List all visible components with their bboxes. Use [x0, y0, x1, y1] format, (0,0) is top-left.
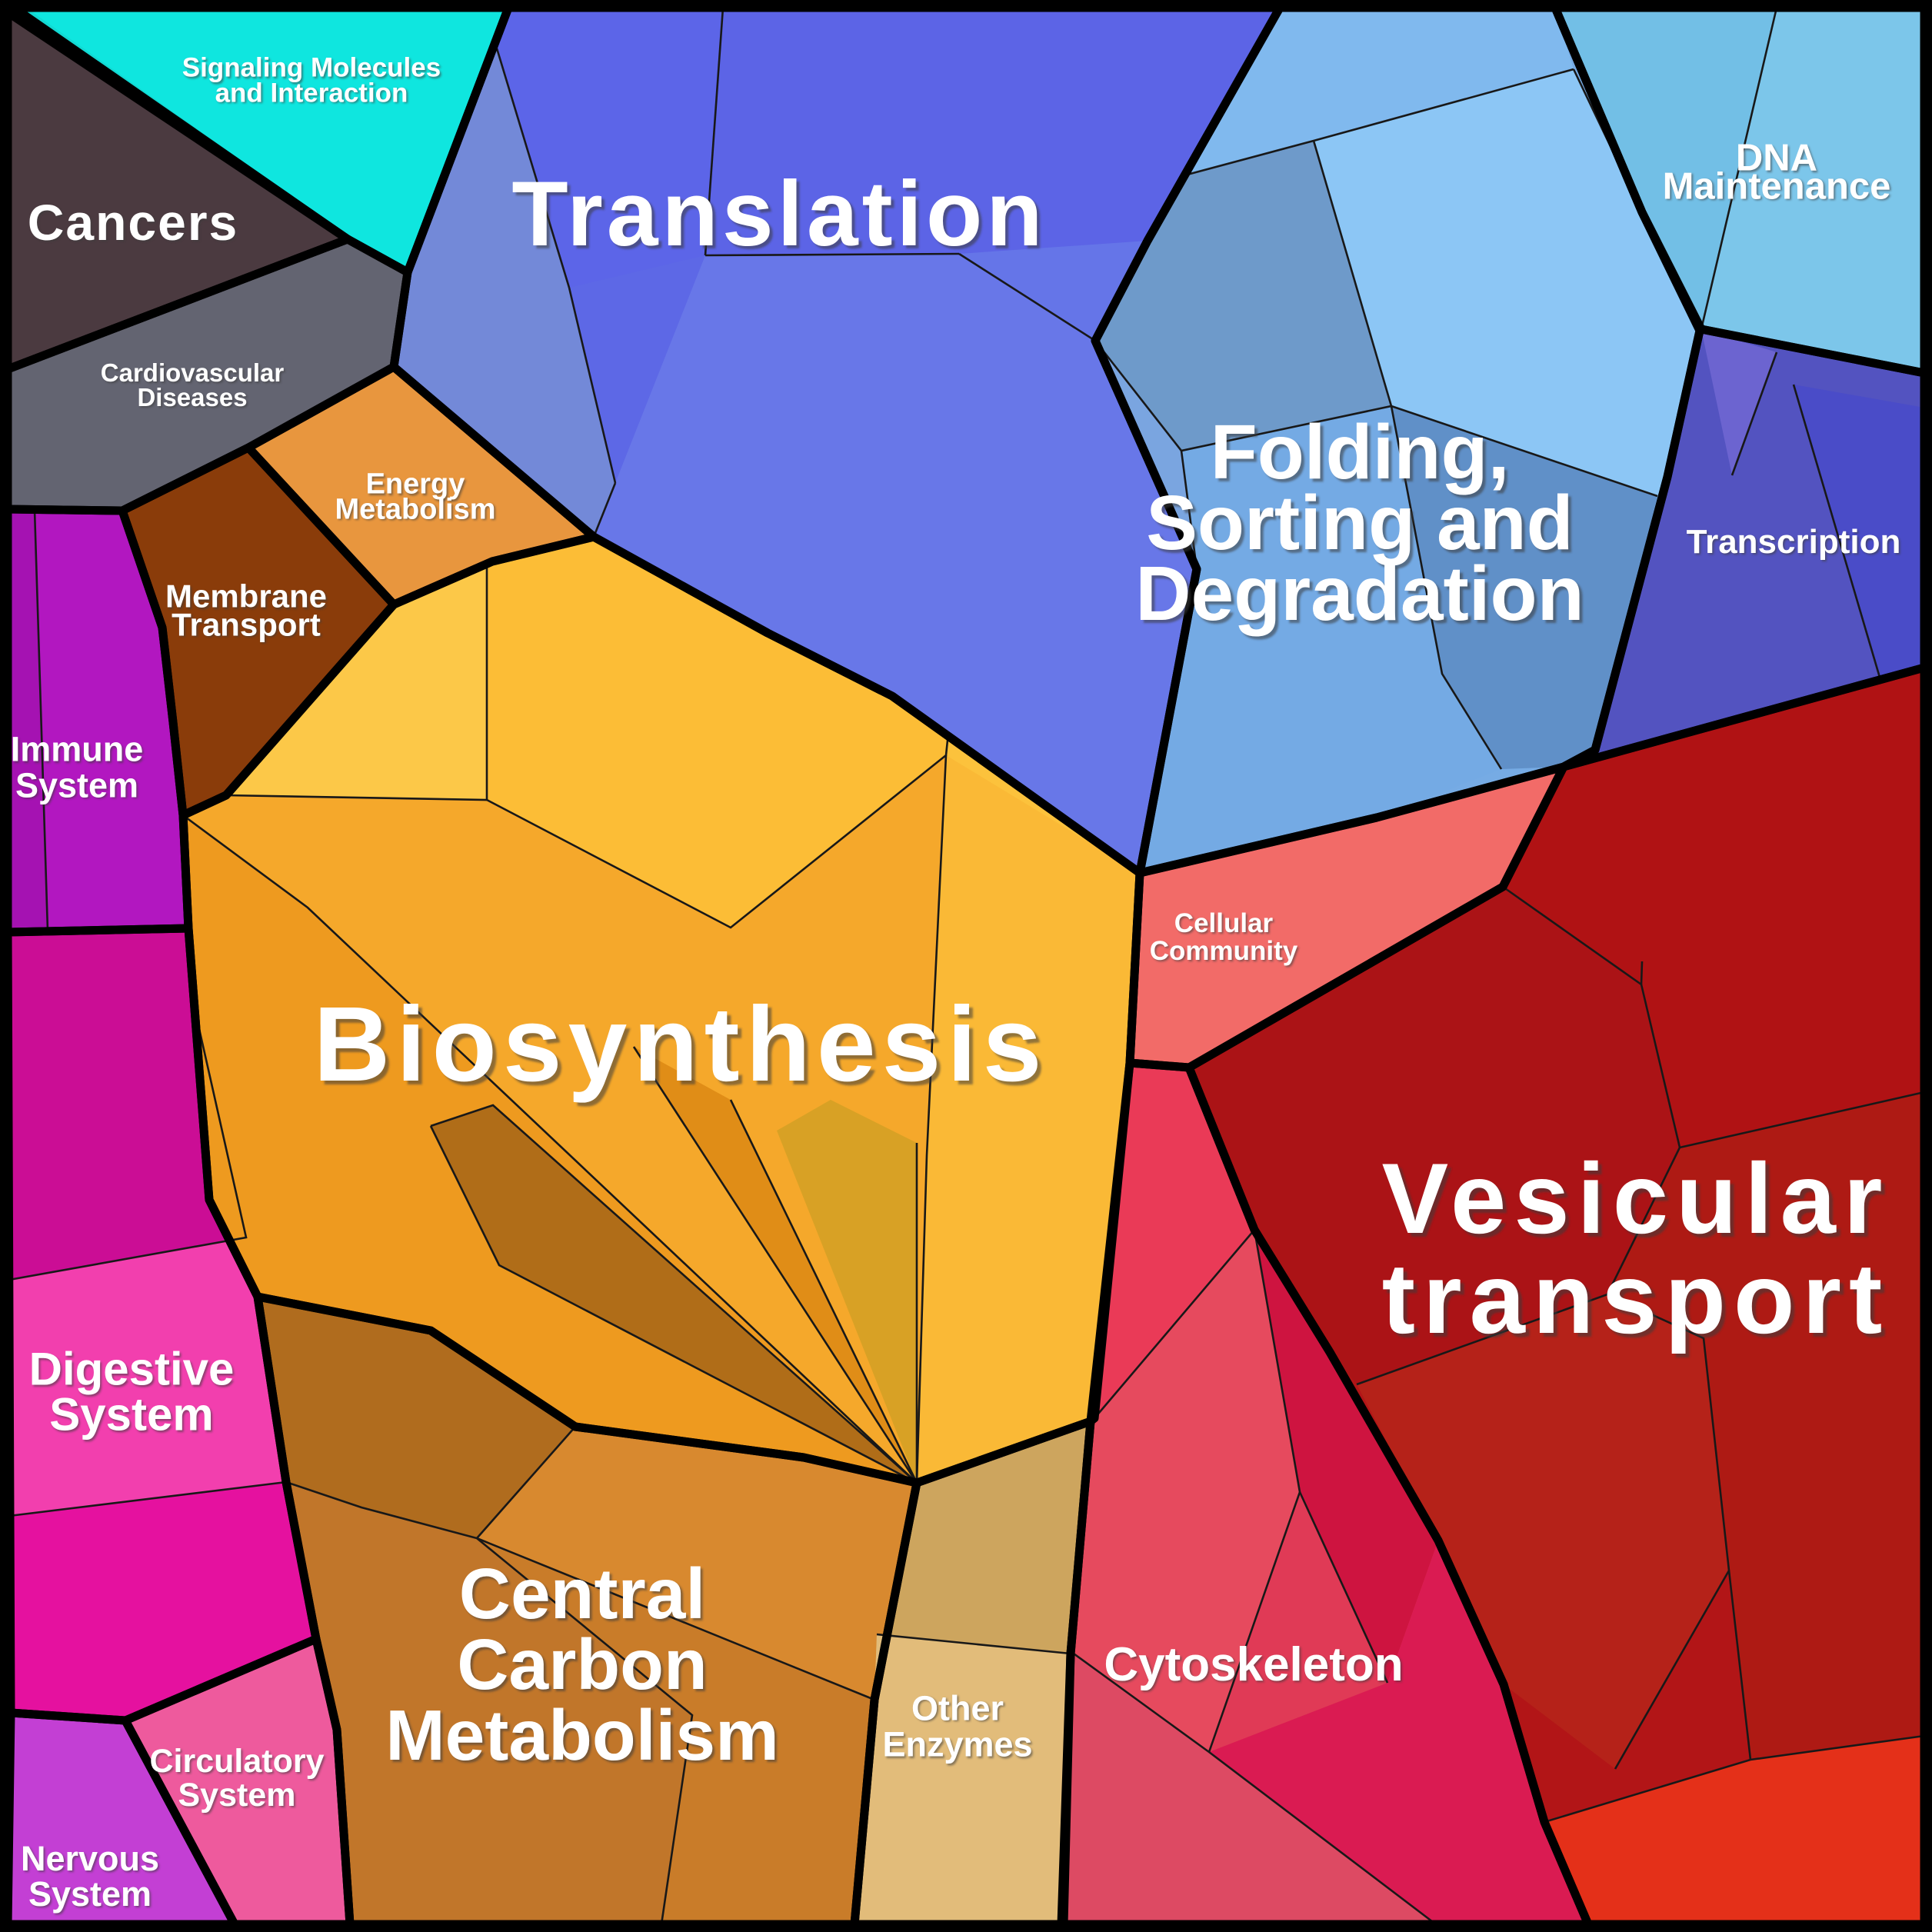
svg-text:and Interaction: and Interaction [215, 78, 408, 108]
svg-text:Membrane: Membrane [165, 578, 327, 615]
svg-text:Immune: Immune [12, 731, 145, 771]
svg-text:Diseases: Diseases [138, 385, 248, 413]
svg-text:Metabolism: Metabolism [336, 495, 497, 527]
svg-text:Cardiovascular: Cardiovascular [102, 360, 286, 388]
svg-text:Folding,: Folding, [1211, 409, 1510, 495]
svg-text:System: System [49, 1389, 213, 1441]
svg-text:Signaling Molecules: Signaling Molecules [184, 55, 442, 85]
svg-text:Translation: Translation [511, 162, 1046, 265]
svg-text:Transcription: Transcription [1687, 523, 1901, 561]
svg-text:Circulatory: Circulatory [151, 1744, 325, 1781]
svg-text:Maintenance: Maintenance [1663, 166, 1891, 208]
svg-text:Cancers: Cancers [28, 194, 239, 251]
svg-text:Translation: Translation [515, 165, 1049, 268]
svg-text:Circulatory: Circulatory [149, 1743, 324, 1780]
svg-text:Digestive: Digestive [31, 1345, 236, 1397]
svg-text:Cancers: Cancers [29, 195, 241, 252]
svg-text:System: System [178, 1777, 296, 1814]
svg-text:Cellular: Cellular [1176, 910, 1275, 940]
svg-text:System: System [15, 766, 138, 805]
svg-text:Signaling Molecules: Signaling Molecules [182, 53, 441, 83]
svg-text:Central: Central [461, 1556, 708, 1636]
svg-text:Transcription: Transcription [1688, 525, 1903, 562]
svg-text:Carbon: Carbon [459, 1627, 710, 1707]
svg-text:System: System [28, 1874, 152, 1914]
svg-text:Enzymes: Enzymes [882, 1725, 1032, 1764]
svg-text:Cytoskeleton: Cytoskeleton [1104, 1638, 1403, 1691]
svg-text:Transport: Transport [173, 608, 322, 644]
svg-text:and Interaction: and Interaction [217, 79, 410, 109]
svg-text:Diseases: Diseases [137, 383, 247, 411]
svg-text:transport: transport [1382, 1242, 1890, 1354]
svg-text:transport: transport [1386, 1246, 1894, 1358]
svg-text:Community: Community [1150, 936, 1298, 966]
svg-text:Degradation: Degradation [1138, 554, 1587, 640]
svg-text:Metabolism: Metabolism [385, 1695, 779, 1775]
svg-text:Nervous: Nervous [21, 1839, 159, 1878]
svg-text:Degradation: Degradation [1135, 551, 1584, 637]
svg-text:DNA: DNA [1736, 138, 1817, 179]
svg-text:Other: Other [911, 1689, 1004, 1728]
svg-text:DNA: DNA [1737, 139, 1819, 181]
svg-text:Cellular: Cellular [1174, 908, 1274, 938]
svg-text:Energy: Energy [368, 470, 467, 502]
svg-text:Other: Other [913, 1690, 1005, 1729]
svg-text:Metabolism: Metabolism [335, 494, 495, 526]
svg-text:Sorting and: Sorting and [1146, 480, 1574, 566]
svg-text:Digestive: Digestive [29, 1344, 235, 1395]
svg-text:Central: Central [459, 1554, 705, 1634]
svg-text:System: System [30, 1876, 153, 1915]
svg-text:Membrane: Membrane [167, 580, 328, 616]
svg-text:Community: Community [1151, 938, 1300, 968]
svg-text:Carbon: Carbon [457, 1624, 708, 1704]
svg-text:Metabolism: Metabolism [388, 1697, 781, 1777]
svg-text:Biosynthesis: Biosynthesis [318, 989, 1052, 1108]
svg-text:System: System [180, 1778, 298, 1815]
svg-text:Transport: Transport [172, 607, 321, 643]
svg-text:System: System [51, 1391, 215, 1442]
svg-text:Maintenance: Maintenance [1664, 167, 1893, 208]
svg-text:Vesicular: Vesicular [1382, 1142, 1890, 1254]
svg-text:Energy: Energy [366, 468, 465, 501]
svg-text:Sorting and: Sorting and [1149, 483, 1577, 569]
svg-text:Vesicular: Vesicular [1386, 1146, 1894, 1258]
svg-text:Cytoskeleton: Cytoskeleton [1105, 1640, 1404, 1693]
svg-text:Enzymes: Enzymes [884, 1727, 1034, 1766]
svg-text:Biosynthesis: Biosynthesis [314, 985, 1048, 1104]
svg-text:System: System [17, 767, 140, 806]
svg-text:Immune: Immune [11, 730, 144, 769]
svg-text:Nervous: Nervous [22, 1840, 161, 1880]
svg-text:Cardiovascular: Cardiovascular [101, 358, 285, 387]
svg-text:Folding,: Folding, [1214, 412, 1513, 498]
